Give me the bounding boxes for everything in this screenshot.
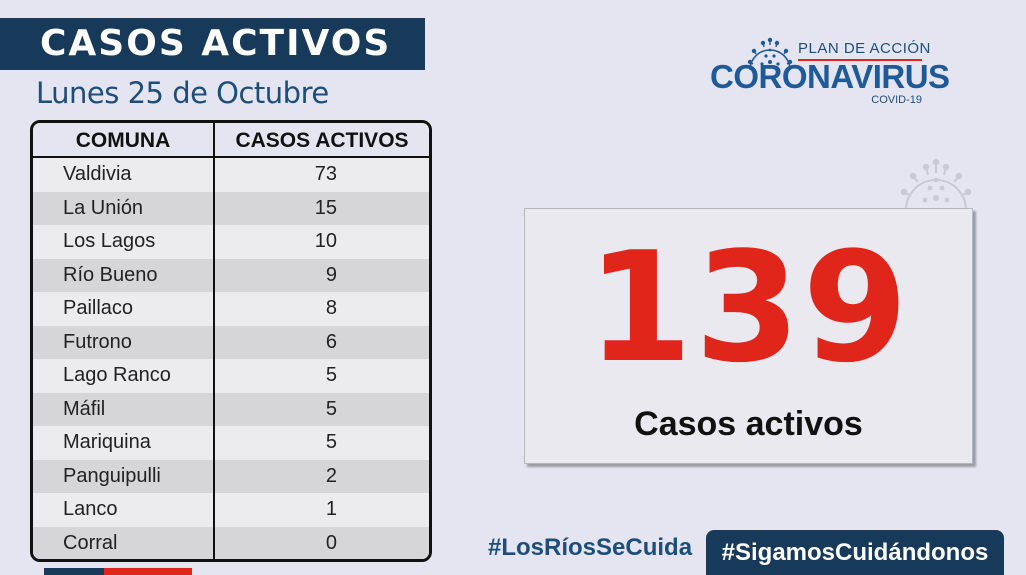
comuna-cell: Mariquina [33,426,215,460]
casos-cell: 5 [325,364,337,386]
column-header-comuna: COMUNA [33,123,215,156]
logo-divider [798,59,922,61]
casos-cell: 15 [314,196,337,219]
bottom-accent-navy [44,568,104,575]
table-row: Lago Ranco 5 [33,359,429,393]
hashtag-los-rios: #LosRíosSeCuida [488,534,693,561]
casos-cell: 0 [325,531,337,554]
date-label: Lunes 25 de Octubre [36,76,329,110]
bottom-accent-red [104,568,192,575]
logo-sub-text: COVID-19 [871,94,922,106]
comuna-cell: Corral [33,526,215,559]
cases-table: COMUNA CASOS ACTIVOS Valdivia 73 La Unión… [30,120,432,562]
logo-top-text: PLAN DE ACCIÓN [798,40,931,57]
virus-watermark-icon [900,158,972,211]
comuna-cell: Panguipulli [33,459,215,493]
comuna-cell: Futrono [33,325,215,359]
total-cases-label: Casos activos [634,405,863,443]
casos-cell: 9 [325,263,337,286]
table-row: Lanco 1 [33,493,429,527]
table-row: Paillaco 8 [33,292,429,326]
comuna-cell: Paillaco [33,292,215,326]
hashtag-sigamos: #SigamosCuidándonos [706,530,1004,575]
title-banner [0,18,425,70]
comuna-cell: Valdivia [33,158,215,192]
table-row: Panguipulli 2 [33,459,429,493]
comuna-cell: Máfil [33,392,215,426]
table-row: Valdivia 73 [33,158,429,192]
casos-cell: 2 [325,464,337,487]
casos-cell: 10 [314,230,337,252]
casos-cell: 1 [325,498,337,520]
table-row: Río Bueno 9 [33,258,429,292]
table-row: Los Lagos 10 [33,225,429,259]
casos-cell: 8 [325,297,337,319]
coronavirus-plan-logo: PLAN DE ACCIÓN CORONAVIRUS COVID-19 [710,30,970,110]
comuna-cell: La Unión [33,191,215,225]
comuna-cell: Los Lagos [33,225,215,259]
total-cases-number: 139 [586,219,911,396]
comuna-cell: Lanco [33,493,215,527]
table-body: Valdivia 73 La Unión 15 Los Lagos 10 Río Bu… [33,158,429,559]
comuna-cell: Río Bueno [33,258,215,292]
table-row: Corral 0 [33,526,429,559]
table-header: COMUNA CASOS ACTIVOS [33,123,429,158]
virus-icon [747,37,793,71]
casos-cell: 73 [314,163,337,185]
casos-cell: 6 [325,330,337,353]
column-header-casos: CASOS ACTIVOS [235,129,409,152]
comuna-cell: Lago Ranco [33,359,215,393]
logo-main-text: CORONAVIRUS [710,58,950,95]
table-row: La Unión 15 [33,191,429,225]
total-cases-card: 139 Casos activos [524,208,973,464]
casos-cell: 5 [325,397,337,420]
casos-cell: 5 [325,431,337,453]
table-row: Máfil 5 [33,392,429,426]
table-row: Mariquina 5 [33,426,429,460]
page-title: CASOS ACTIVOS [40,23,392,64]
table-row: Futrono 6 [33,325,429,359]
